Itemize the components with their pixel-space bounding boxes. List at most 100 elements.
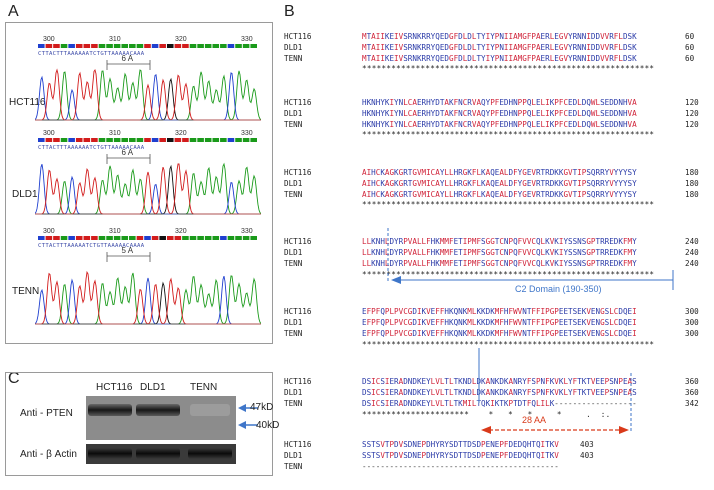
chromatogram-tick-label: 320: [175, 228, 187, 235]
alignment-sequence: HKNHYKIYNLCAERHYDTAKFNCRVAQYPFEDHNPPQLEL…: [362, 120, 637, 129]
base-call-block: [204, 236, 212, 240]
base-call-block: [129, 44, 136, 48]
alignment-sequence: DSICSIERADNDKEYLVLTLTKNDLDKANKDKANRYFSPN…: [362, 377, 637, 386]
actin-band-dld1: [136, 448, 180, 459]
actin-band-hct116: [88, 448, 132, 459]
western-blot-image: [86, 396, 236, 464]
base-call-block: [166, 138, 174, 142]
dna-sequence-text: CTTACTTTAAAAAATCTGTTAAAAACAAA: [38, 145, 145, 151]
alignment-position: 60: [685, 54, 695, 63]
blot-lane-label: TENN: [190, 382, 218, 393]
base-call-block: [144, 44, 151, 48]
base-call-block: [144, 138, 151, 142]
base-call-block: [144, 236, 151, 240]
base-call-block: [60, 236, 68, 240]
pten-blot-background: [86, 396, 236, 440]
base-call-block: [220, 44, 227, 48]
homopolymer-label: 6 A: [122, 148, 134, 157]
alignment-position: 403: [580, 440, 594, 449]
base-call-block: [68, 44, 75, 48]
alignment-position: 120: [685, 98, 699, 107]
alignment-sample-name: TENN: [284, 190, 303, 199]
marker-label: 47kD: [250, 402, 274, 413]
base-call-block: [182, 138, 189, 142]
base-call-block: [166, 236, 174, 240]
alignment-position: 300: [685, 307, 699, 316]
homopolymer-label: 6 A: [122, 54, 134, 63]
alignment-consensus: ****************************************…: [362, 130, 655, 139]
alignment-position: 60: [685, 32, 695, 41]
base-call-block: [121, 44, 129, 48]
chromatogram-tick-label: 320: [175, 130, 187, 137]
base-call-block: [91, 138, 98, 142]
blot-row-label: Anti - PTEN: [20, 408, 73, 419]
chromatogram-tenn: 300 310 320 330 CTTACTTTAAAAATCTGTTAAAAACAAA…: [35, 226, 261, 330]
base-call-block: [250, 236, 257, 240]
trace-A: [35, 272, 261, 325]
base-call-block: [197, 44, 204, 48]
c2-domain-arrowhead: [391, 276, 401, 284]
base-call-block: [212, 44, 220, 48]
alignment-position: 180: [685, 168, 699, 177]
alignment-sample-name: DLD1: [284, 248, 303, 257]
alignment-position: 180: [685, 179, 699, 188]
alignment-sequence: EFPFQPLPVCGDIKVEFFHKQNKMLKKDKMFHFWVNTFFI…: [362, 318, 637, 327]
alignment-annotations: [387, 228, 674, 434]
base-call-block: [235, 138, 242, 142]
alignment-sequence: LLKNHLDYRPVALLFHKMMFETIPMFSGGTCNPQFVVCQL…: [362, 248, 637, 257]
alignment-sample-name: TENN: [284, 120, 303, 129]
base-call-block: [121, 138, 129, 142]
base-call-block: [235, 44, 242, 48]
base-call-block: [151, 44, 159, 48]
base-call-block: [38, 236, 45, 240]
base-call-block: [227, 44, 235, 48]
base-call-block: [235, 236, 242, 240]
alignment-sample-name: DLD1: [284, 388, 303, 397]
alignment-sequence: LLKNHLDYRPVALLFHKMMFETIPMFSGGTCNPQFVVCQL…: [362, 237, 637, 246]
base-call-block: [227, 138, 235, 142]
chromatogram-hct116: 300 310 320 330 CTTACTTTAAAAAATCTGTTAAAAACAA…: [35, 34, 261, 126]
base-call-block: [83, 138, 91, 142]
base-call-block: [174, 44, 182, 48]
alignment-sequence: MTAIIKEIVSRNKRRYQEDGFDLDLTYIYPNIIAMGFPAE…: [362, 43, 637, 52]
marker-arrows: [238, 404, 258, 429]
alignment-position: 240: [685, 259, 699, 268]
base-call-block: [60, 138, 68, 142]
base-call-block: [182, 44, 189, 48]
base-call-block: [212, 138, 220, 142]
aa28-label: 28 AA: [522, 415, 547, 425]
alignment-sequence: AIHCKAGKGRTGVMICAYLLHRGKFLKAQEALDFYGEVRT…: [362, 190, 637, 199]
base-call-block: [113, 138, 121, 142]
chromatogram-tick-label: 300: [43, 130, 55, 137]
panel-c-frame: [5, 372, 273, 476]
base-call-block: [75, 44, 83, 48]
dna-sequence-text: CTTACTTTAAAAAATCTGTTAAAAACAAA: [38, 51, 145, 57]
alignment-position: 60: [685, 43, 695, 52]
alignment-sample-name: HCT116: [284, 168, 312, 177]
alignment-consensus: ****************************************…: [362, 340, 655, 349]
dna-sequence-text: CTTACTTTAAAAATCTGTTAAAAACAAAA: [38, 243, 145, 249]
alignment-position: 360: [685, 388, 699, 397]
chromatogram-tick-label: 300: [43, 36, 55, 43]
alignment-sequence: HKNHYKIYNLCAERHYDTAKFNCRVAQYPFEDHNPPQLEL…: [362, 109, 637, 118]
chromatogram-sample-label: TENN: [12, 286, 40, 297]
marker-arrow-47kd: [238, 404, 246, 412]
base-call-block: [45, 236, 53, 240]
base-call-block: [45, 44, 53, 48]
alignment-sequence: DSICSIERADNDKEYLVLTLTKMILTQKIKTKPTDTFQLI…: [362, 399, 637, 408]
chromatogram-dld1: 300 310 320 330 CTTACTTTAAAAAATCTGTTAAAAACAA…: [35, 128, 261, 220]
base-call-block: [197, 138, 204, 142]
panel-a-frame: [5, 22, 273, 344]
base-call-block: [68, 236, 75, 240]
base-call-block: [113, 44, 121, 48]
alignment-consensus: ****************************************…: [362, 200, 655, 209]
panel-letter-a: A: [8, 3, 19, 20]
base-call-block: [68, 138, 75, 142]
base-call-block: [212, 236, 220, 240]
base-call-block: [83, 44, 91, 48]
base-call-block: [159, 138, 166, 142]
alignment-sequence: SSTSVTPDVSDNEPDHYRYSDTTDSDPENEPFDEDQHTQI…: [362, 451, 559, 460]
marker-label: 40kD: [256, 420, 280, 431]
base-call-block: [129, 236, 136, 240]
alignment-position: 180: [685, 190, 699, 199]
